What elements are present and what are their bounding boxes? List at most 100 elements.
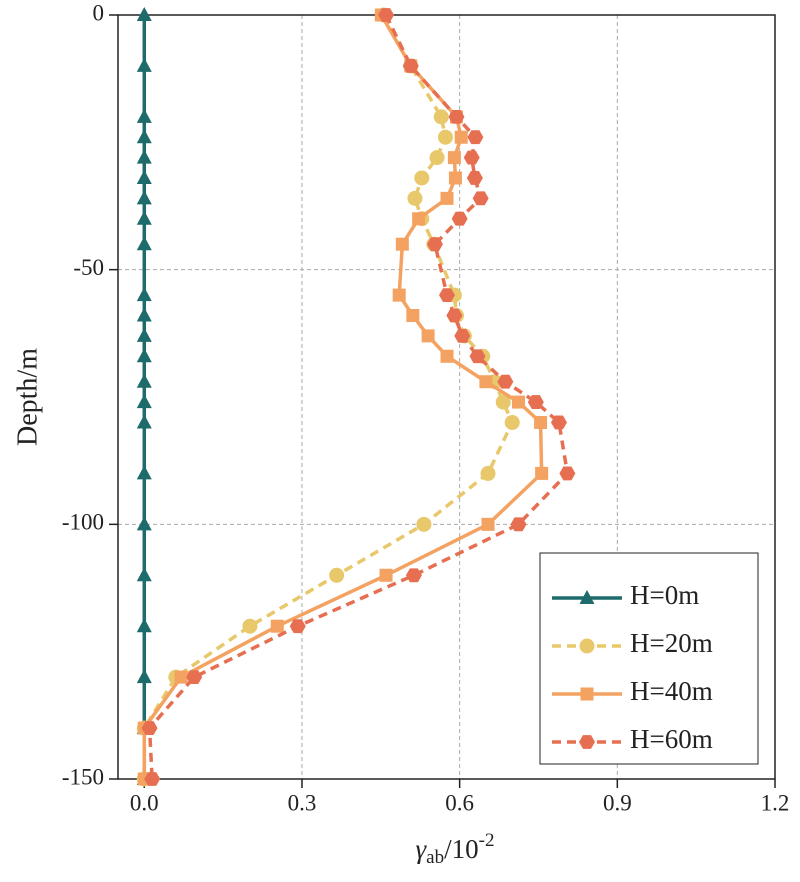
marker	[440, 349, 454, 363]
marker	[580, 687, 594, 701]
marker	[414, 170, 430, 186]
marker	[136, 516, 152, 531]
marker	[495, 394, 511, 410]
x-label-symbol: γ	[416, 834, 428, 864]
series-line	[142, 14, 515, 779]
marker	[497, 374, 514, 389]
x-label-subscript: ab	[426, 847, 444, 868]
x-tick-label: 0.6	[445, 790, 474, 815]
legend-frame	[539, 552, 759, 765]
marker	[481, 517, 495, 531]
marker	[463, 150, 480, 165]
y-tick-label: -50	[73, 255, 104, 280]
x-axis-label: γab/10-2	[416, 830, 495, 868]
marker	[136, 236, 152, 251]
marker	[136, 394, 152, 409]
marker	[579, 590, 595, 604]
marker	[136, 465, 152, 480]
marker	[467, 130, 484, 145]
marker	[136, 618, 152, 633]
x-tick-label: 1.2	[761, 790, 790, 815]
x-label-superscript: -2	[479, 830, 495, 851]
marker	[136, 190, 152, 205]
marker	[378, 8, 395, 22]
plot-frame	[117, 14, 776, 780]
legend-label: H=60m	[630, 724, 713, 754]
marker	[136, 7, 152, 21]
x-tick-label: 0.3	[288, 790, 317, 815]
x-tick-label: 0.9	[603, 790, 632, 815]
marker	[446, 308, 463, 323]
marker	[407, 190, 423, 206]
series-line	[142, 14, 544, 779]
marker	[535, 466, 549, 480]
marker	[186, 670, 203, 685]
marker	[395, 237, 409, 251]
marker	[136, 669, 152, 684]
marker	[579, 735, 595, 749]
marker	[426, 237, 443, 252]
marker	[412, 212, 426, 226]
marker	[439, 288, 456, 303]
marker	[402, 59, 419, 73]
marker	[534, 415, 548, 429]
marker	[527, 395, 544, 410]
marker	[433, 109, 449, 125]
legend-label: H=20m	[630, 628, 713, 658]
marker	[406, 309, 420, 323]
y-tick-label: -150	[62, 764, 104, 789]
marker	[136, 210, 152, 225]
marker	[144, 772, 161, 786]
y-tick-label: -100	[62, 510, 104, 535]
y-axis-label: Depth/m	[12, 348, 43, 446]
marker	[466, 171, 483, 185]
marker	[289, 619, 306, 634]
legend: H=0m H=20m H=40m H=60m	[539, 552, 759, 765]
marker	[141, 721, 158, 735]
marker	[242, 618, 258, 634]
marker	[329, 567, 345, 583]
marker	[510, 517, 527, 532]
marker	[136, 169, 152, 184]
marker	[136, 348, 152, 363]
x-tick-label: 0.0	[130, 790, 159, 815]
marker	[136, 129, 152, 144]
marker	[448, 171, 462, 185]
marker	[469, 349, 486, 364]
marker	[136, 307, 152, 322]
marker	[454, 328, 471, 343]
marker	[136, 149, 152, 164]
marker	[512, 395, 526, 409]
marker	[437, 129, 453, 145]
marker	[472, 191, 489, 206]
marker	[579, 638, 595, 654]
marker	[136, 567, 152, 582]
marker	[421, 329, 435, 343]
marker	[136, 287, 152, 302]
marker	[405, 568, 422, 583]
marker	[136, 414, 152, 429]
marker	[479, 375, 493, 389]
marker	[451, 211, 468, 226]
marker	[429, 150, 445, 166]
marker	[416, 516, 432, 532]
marker	[454, 130, 468, 144]
marker	[480, 465, 496, 481]
marker	[174, 670, 188, 684]
marker	[550, 415, 567, 430]
marker	[379, 568, 393, 582]
marker	[270, 619, 284, 633]
marker	[136, 327, 152, 342]
marker	[448, 109, 465, 124]
marker	[136, 108, 152, 123]
marker	[440, 191, 454, 205]
legend-label: H=40m	[630, 676, 713, 706]
y-tick-label: 0	[93, 0, 105, 25]
legend-label: H=0m	[630, 580, 699, 610]
marker	[392, 288, 406, 302]
marker	[136, 57, 152, 72]
marker	[447, 151, 461, 165]
x-label-base: /10	[444, 834, 479, 864]
marker	[136, 373, 152, 388]
